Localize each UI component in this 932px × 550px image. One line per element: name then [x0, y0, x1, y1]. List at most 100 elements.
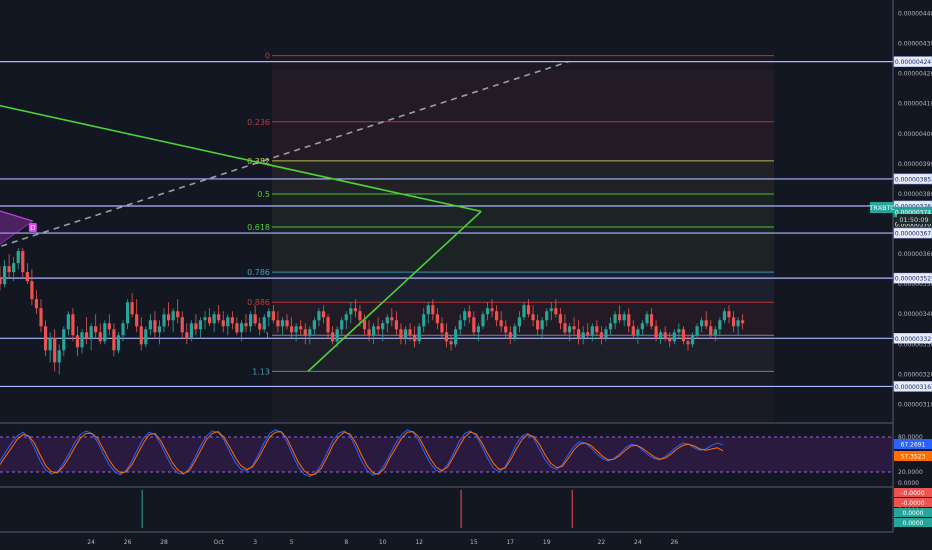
time-axis[interactable]: 24 26 28 Oct 3 5 8 10 12 15 17 19 22 24 26	[0, 531, 893, 546]
candle-body	[481, 314, 485, 327]
candle-body	[572, 326, 576, 330]
candle-body	[2, 266, 7, 285]
lower-trendline[interactable]	[307, 210, 482, 372]
price-tick: 0.00000330	[898, 341, 932, 348]
oscillator-value: 67.2691	[901, 442, 926, 449]
candle-body	[207, 317, 212, 324]
candle-body	[531, 314, 535, 321]
lower-value-box	[894, 498, 932, 507]
candle-body	[107, 323, 111, 330]
oscillator-lines	[0, 429, 724, 478]
price-tick: 0.00000390	[898, 161, 932, 168]
symbol-badge[interactable]: TRXBTC	[868, 202, 895, 213]
candle-body	[741, 320, 745, 324]
candle-body	[353, 308, 357, 312]
fib-label: 0	[265, 52, 270, 61]
symbol-label: TRXBTC	[868, 204, 895, 212]
trendlines[interactable]	[0, 60, 569, 372]
candle-body	[586, 332, 590, 336]
candle-body	[34, 299, 39, 309]
candle-body	[558, 314, 563, 324]
lower-indicator-pane[interactable]	[141, 490, 573, 528]
candle-body	[176, 311, 180, 318]
candle-body	[618, 314, 622, 321]
candle-body	[317, 311, 321, 321]
harmonic-pattern[interactable]	[0, 62, 34, 342]
candle-body	[48, 338, 52, 351]
dashed-diagonal[interactable]	[0, 60, 569, 342]
candle-body	[280, 320, 285, 327]
candle-body	[385, 317, 389, 324]
oscillator-value: 57.3523	[901, 454, 926, 461]
candle-body	[326, 317, 330, 333]
candle-body	[695, 326, 699, 336]
fib-lines: 0 0.236 0.382 0.5 0.618 0.786 0.886 1 1.13	[247, 52, 774, 376]
candle-body	[413, 335, 417, 342]
candle-body	[381, 323, 385, 330]
price-axis[interactable]: 0.00000440 0.00000430 0.00000420 0.00000410…	[868, 0, 932, 550]
candle-body	[112, 329, 116, 351]
price-label-box	[893, 56, 932, 67]
candle-body	[235, 323, 239, 333]
oscillator-tick: 20.0000	[898, 469, 923, 476]
candle-body	[226, 317, 230, 327]
lower-value: -0.0000	[901, 490, 924, 497]
price-label-box	[893, 381, 932, 392]
candle-body	[417, 326, 421, 342]
candle-body	[62, 329, 66, 351]
oscillator-signal-line	[0, 431, 724, 476]
time-tick: 10	[379, 539, 387, 546]
candles	[0, 248, 745, 375]
candle-body	[604, 329, 608, 339]
upper-trendline[interactable]	[0, 62, 482, 213]
candle-body	[362, 320, 367, 330]
candle-body	[294, 326, 298, 333]
point-label: D	[30, 224, 35, 232]
candle-body	[157, 326, 162, 333]
candle-body	[649, 314, 654, 327]
candle-body	[513, 326, 517, 339]
candle-body	[125, 302, 130, 324]
price-tick: 0.00000410	[898, 101, 932, 108]
countdown-badge-bg	[897, 214, 932, 224]
lower-axis: 0.0000-0.0000-0.00000.00000.0000	[894, 488, 932, 527]
pattern-leg	[0, 220, 34, 245]
candle-body	[285, 320, 289, 327]
time-tick: 26	[124, 539, 132, 546]
candle-body	[303, 329, 307, 336]
candle-body	[98, 332, 102, 342]
candle-body	[84, 332, 89, 339]
fib-label: 0.618	[247, 223, 270, 232]
candle-body	[435, 314, 439, 324]
candle-body	[672, 332, 676, 342]
candle-body	[144, 329, 148, 345]
candle-body	[390, 317, 394, 321]
pattern-triangle-bcd[interactable]	[0, 185, 33, 335]
candle-body	[276, 320, 280, 327]
time-tick: 19	[543, 539, 551, 546]
countdown-badge: 01:50:09	[897, 214, 932, 224]
candle-body	[12, 263, 16, 273]
candle-body	[590, 326, 594, 336]
fib-band	[272, 55, 774, 122]
fib-band	[272, 272, 774, 303]
candle-body	[613, 314, 617, 324]
price-pane[interactable]: 0 0.236 0.382 0.5 0.618 0.786 0.886 1 1.13 XABCD…	[0, 51, 893, 422]
candle-body	[376, 326, 380, 330]
lower-value: 0.0000	[903, 510, 924, 517]
candle-body	[690, 335, 695, 345]
price-label: 0.00000352	[895, 276, 931, 283]
candle-body	[517, 317, 521, 327]
candle-body	[403, 329, 408, 339]
candle-body	[30, 281, 34, 300]
price-tick: 0.00000380	[898, 191, 932, 198]
price-label-box	[893, 227, 932, 239]
oscillator-pane[interactable]	[0, 429, 893, 478]
price-tick: 0.00000360	[898, 251, 932, 258]
candle-body	[704, 320, 708, 327]
candle-body	[668, 338, 672, 342]
candle-body	[372, 326, 376, 336]
oscillator-value-box	[894, 451, 932, 461]
candle-body	[581, 332, 585, 339]
